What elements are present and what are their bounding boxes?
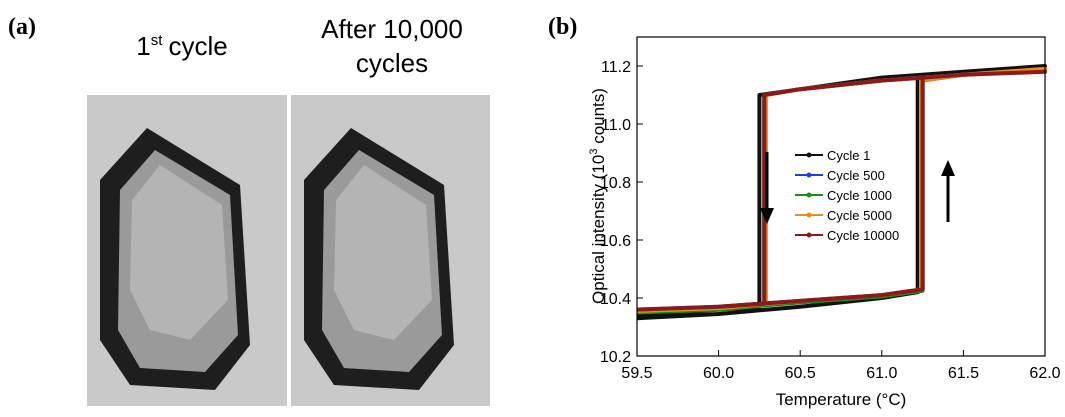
x-tick-label: 61.0 (866, 365, 897, 382)
y-label-text: Optical intensity (10 (589, 155, 608, 304)
panel-label: (a) (8, 14, 36, 40)
legend-label: Cycle 10000 (827, 228, 899, 243)
x-tick-label: 62.0 (1029, 365, 1060, 382)
y-label-superscript: 3 (588, 149, 600, 155)
x-tick-label: 60.0 (703, 365, 734, 382)
caption-text: cycle (168, 31, 227, 61)
caption-right-line: cycles (356, 48, 428, 78)
y-tick-label: 10.8 (600, 175, 631, 192)
legend-marker (806, 152, 812, 158)
y-label-text: counts) (589, 88, 608, 148)
caption-number: 1 (136, 31, 150, 61)
panel-label: (b) (548, 14, 577, 40)
y-axis-label: Optical intensity (103 counts) (588, 88, 608, 304)
caption-superscript: st (151, 32, 164, 49)
legend-label: Cycle 5000 (827, 208, 892, 223)
micrograph-left (87, 95, 287, 406)
arrow-up (941, 160, 955, 222)
y-tick-label: 11.2 (601, 59, 631, 76)
y-tick-label: 10.4 (600, 291, 631, 308)
legend-marker (806, 212, 812, 218)
x-axis-label: Temperature (°C) (776, 390, 907, 409)
x-tick-label: 59.5 (621, 365, 652, 382)
legend-label: Cycle 1 (827, 148, 870, 163)
micrograph-right (291, 95, 490, 406)
legend-label: Cycle 1000 (827, 188, 892, 203)
legend-marker (806, 172, 812, 178)
y-tick-label: 10.2 (600, 349, 631, 366)
legend-label: Cycle 500 (827, 168, 885, 183)
y-tick-label: 10.6 (600, 233, 631, 250)
legend-marker (806, 232, 812, 238)
x-tick-label: 61.5 (948, 365, 979, 382)
arrow-down (760, 152, 774, 224)
plot-area: 59.5 60.0 60.5 61.0 61.5 62.0 10.2 10.4 10.6 10.8… (600, 59, 1061, 382)
plot-frame (636, 36, 1046, 357)
caption-left: 1st cycle (136, 31, 227, 61)
caption-right-line: After 10,000 (321, 14, 463, 44)
y-tick-label: 11.0 (601, 117, 631, 134)
legend-marker (806, 192, 812, 198)
x-tick-label: 60.5 (785, 365, 816, 382)
